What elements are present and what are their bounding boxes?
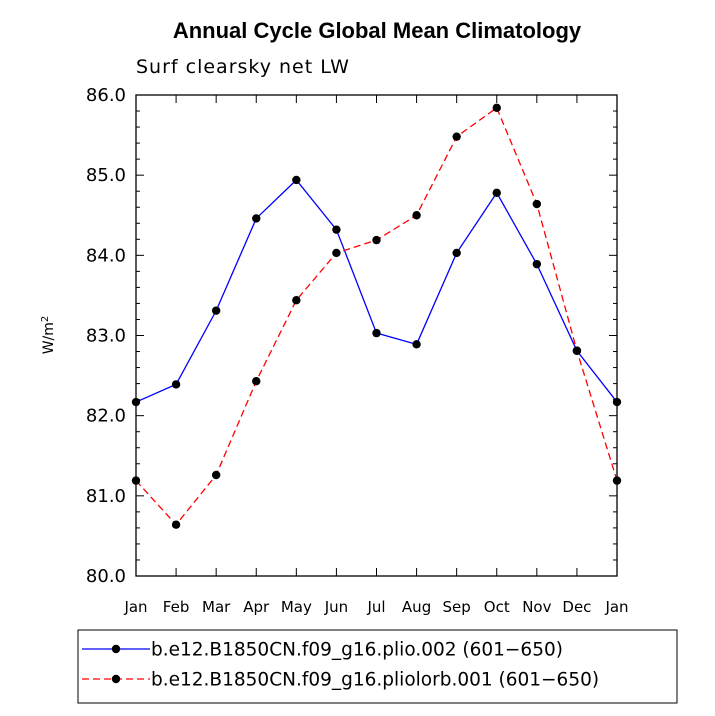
- y-axis-label: W/m2: [40, 316, 57, 355]
- data-point: [211, 470, 221, 480]
- series-line: [135, 179, 618, 403]
- x-tick-label: Aug: [402, 598, 431, 616]
- data-point: [372, 235, 381, 245]
- series-line: [135, 106, 618, 526]
- x-tick-label: May: [281, 598, 312, 616]
- x-tick-label: Nov: [522, 598, 551, 616]
- data-point: [492, 188, 501, 198]
- data-point: [412, 340, 421, 349]
- y-axis-label-base: W/m: [41, 322, 57, 354]
- y-tick-label: 80.0: [86, 566, 126, 587]
- y-tick-label: 86.0: [86, 85, 126, 106]
- legend-box: [77, 629, 678, 704]
- data-point: [332, 248, 341, 258]
- data-point: [292, 296, 301, 305]
- y-tick-label: 83.0: [86, 326, 126, 347]
- y-tick-label: 82.0: [86, 406, 126, 427]
- data-point: [372, 328, 381, 338]
- legend-marker: [111, 674, 121, 684]
- x-tick-label: Sep: [443, 598, 471, 616]
- data-point: [211, 306, 221, 315]
- data-point: [612, 397, 622, 407]
- x-tick-label: Apr: [243, 598, 270, 616]
- data-point: [292, 175, 301, 185]
- data-point: [252, 214, 261, 223]
- data-point: [492, 103, 501, 113]
- y-tick-label: 81.0: [86, 486, 126, 507]
- data-point: [532, 259, 542, 269]
- y-tick-label: 85.0: [86, 165, 126, 186]
- data-point: [131, 476, 141, 485]
- x-tick-label: Jan: [123, 598, 147, 616]
- data-point: [612, 476, 622, 485]
- series-2: [131, 103, 622, 529]
- data-point: [412, 211, 421, 220]
- x-tick-label: Jan: [604, 598, 628, 616]
- data-point: [171, 520, 181, 529]
- x-tick-label: Oct: [484, 598, 510, 616]
- x-tick-label: Dec: [562, 598, 591, 616]
- data-point: [332, 225, 341, 234]
- data-point: [572, 346, 582, 355]
- legend: b.e12.B1850CN.f09_g16.plio.002 (601−650)…: [77, 629, 678, 704]
- series-layer: [131, 103, 622, 529]
- data-point: [171, 380, 181, 389]
- data-point: [452, 248, 461, 258]
- y-tick-label: 84.0: [86, 245, 126, 266]
- data-point: [532, 199, 542, 209]
- axes: 80.0 81.0 82.0 83.0 84.0 85.0 86.0 Jan Feb Mar Apr…: [86, 85, 629, 616]
- legend-label: b.e12.B1850CN.f09_g16.pliolorb.001 (601−…: [151, 670, 599, 691]
- series-1: [131, 175, 622, 407]
- x-tick-label: Jun: [324, 598, 348, 616]
- x-tick-label: Feb: [163, 598, 190, 616]
- chart-title: Annual Cycle Global Mean Climatology: [173, 18, 582, 43]
- legend-marker: [111, 644, 121, 654]
- x-tick-label: Mar: [202, 598, 231, 616]
- x-tick-label: Jul: [366, 598, 385, 616]
- chart-subtitle: Surf clearsky net LW: [136, 56, 350, 78]
- data-point: [252, 376, 261, 386]
- data-point: [131, 397, 141, 407]
- y-axis-label-exponent: 2: [40, 316, 51, 322]
- data-point: [452, 132, 461, 141]
- legend-label: b.e12.B1850CN.f09_g16.plio.002 (601−650): [151, 640, 563, 661]
